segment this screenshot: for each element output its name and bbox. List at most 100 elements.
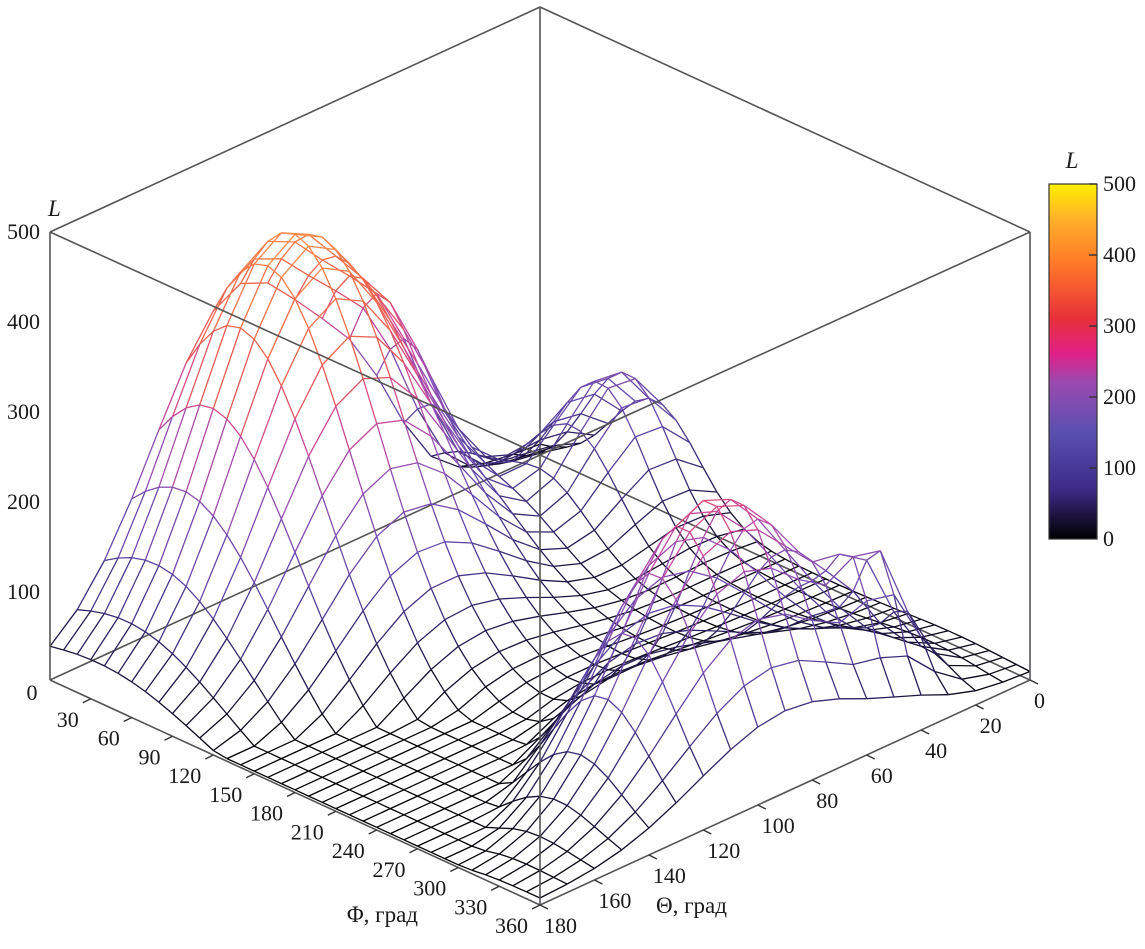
mesh-line	[1002, 670, 1031, 683]
mesh-line	[321, 764, 350, 778]
colorbar-tick-label: 200	[1103, 384, 1136, 409]
mesh-line	[485, 711, 514, 728]
mesh-line	[526, 830, 541, 838]
mesh-line	[675, 672, 704, 715]
mesh-line	[839, 617, 867, 627]
mesh-line	[321, 574, 350, 620]
mesh-line	[580, 678, 609, 697]
mesh-line	[580, 510, 595, 531]
mesh-line	[811, 596, 827, 604]
mesh-line	[199, 287, 228, 345]
mesh-line	[240, 751, 269, 766]
mesh-line	[348, 574, 364, 612]
mesh-line	[512, 513, 527, 533]
mesh-line	[825, 570, 854, 592]
mesh-line	[321, 317, 350, 340]
mesh-line	[430, 403, 459, 447]
mesh-line	[294, 789, 309, 797]
mesh-line	[730, 570, 759, 584]
mesh-line	[144, 574, 174, 633]
mesh-line	[689, 537, 704, 572]
mesh-line	[458, 801, 486, 816]
mesh-line	[240, 327, 255, 340]
mesh-line	[648, 599, 677, 656]
mesh-line	[348, 449, 364, 495]
mesh-line	[76, 560, 105, 611]
phi-tick-label: 330	[454, 894, 487, 919]
phi-tick-mark	[245, 773, 255, 779]
mesh-line	[566, 695, 595, 752]
mesh-line	[471, 605, 487, 631]
mesh-line	[253, 277, 282, 340]
mesh-line	[485, 764, 514, 778]
mesh-line	[607, 548, 623, 566]
z-tick-label: 300	[7, 399, 40, 424]
mesh-line	[389, 672, 405, 699]
mesh-line	[512, 668, 527, 683]
mesh-line	[675, 458, 704, 469]
mesh-line	[539, 676, 568, 694]
mesh-line	[839, 553, 854, 558]
mesh-line	[416, 398, 446, 434]
mesh-line	[430, 826, 445, 835]
mesh-line	[335, 808, 350, 816]
mesh-line	[539, 467, 554, 479]
mesh-line	[634, 681, 664, 733]
mesh-line	[512, 761, 541, 802]
mesh-line	[471, 733, 500, 747]
mesh-line	[267, 298, 296, 360]
mesh-line	[280, 245, 310, 278]
mesh-line	[253, 758, 282, 772]
mesh-line	[635, 598, 663, 611]
mesh-line	[798, 590, 813, 598]
mesh-line	[730, 613, 758, 623]
mesh-line	[458, 726, 486, 741]
mesh-line	[389, 302, 405, 331]
mesh-line	[389, 330, 405, 364]
mesh-line	[321, 679, 350, 715]
mesh-line	[526, 444, 554, 454]
mesh-line	[376, 776, 391, 785]
mesh-line	[171, 601, 201, 655]
mesh-line	[798, 578, 827, 592]
mesh-line	[580, 380, 595, 388]
mesh-line	[553, 631, 568, 646]
mesh-line	[308, 745, 323, 753]
mesh-line	[417, 795, 432, 803]
mesh-line	[76, 653, 92, 661]
mesh-line	[702, 630, 718, 644]
mesh-line	[675, 500, 704, 527]
mesh-line	[498, 639, 527, 653]
mesh-line	[593, 763, 609, 779]
mesh-line	[117, 559, 146, 618]
mesh-line	[580, 431, 595, 450]
mesh-line	[689, 586, 704, 597]
mesh-line	[430, 403, 459, 452]
mesh-line	[321, 364, 337, 407]
mesh-line	[621, 755, 650, 796]
mesh-line	[757, 621, 786, 629]
mesh-line	[158, 641, 173, 655]
mesh-line	[539, 402, 568, 434]
mesh-line	[825, 553, 840, 572]
mesh-line	[621, 654, 650, 713]
mesh-line	[267, 487, 282, 520]
mesh-line	[852, 612, 867, 619]
mesh-line	[784, 613, 813, 622]
mesh-line	[689, 489, 717, 493]
mesh-line	[471, 783, 500, 797]
mesh-line	[839, 596, 867, 609]
mesh-line	[430, 376, 459, 429]
mesh-line	[171, 404, 201, 488]
mesh-line	[321, 776, 337, 785]
mesh-line	[267, 739, 296, 753]
phi-tick-label: 300	[413, 876, 446, 901]
mesh-line	[703, 638, 731, 644]
mesh-line	[553, 667, 568, 678]
mesh-line	[703, 550, 731, 564]
phi-tick-mark	[123, 716, 133, 723]
z-axis: L 500 400 300 200 100	[7, 196, 61, 604]
mesh-line	[63, 649, 78, 655]
mesh-line	[498, 733, 514, 741]
mesh-line	[498, 758, 527, 785]
